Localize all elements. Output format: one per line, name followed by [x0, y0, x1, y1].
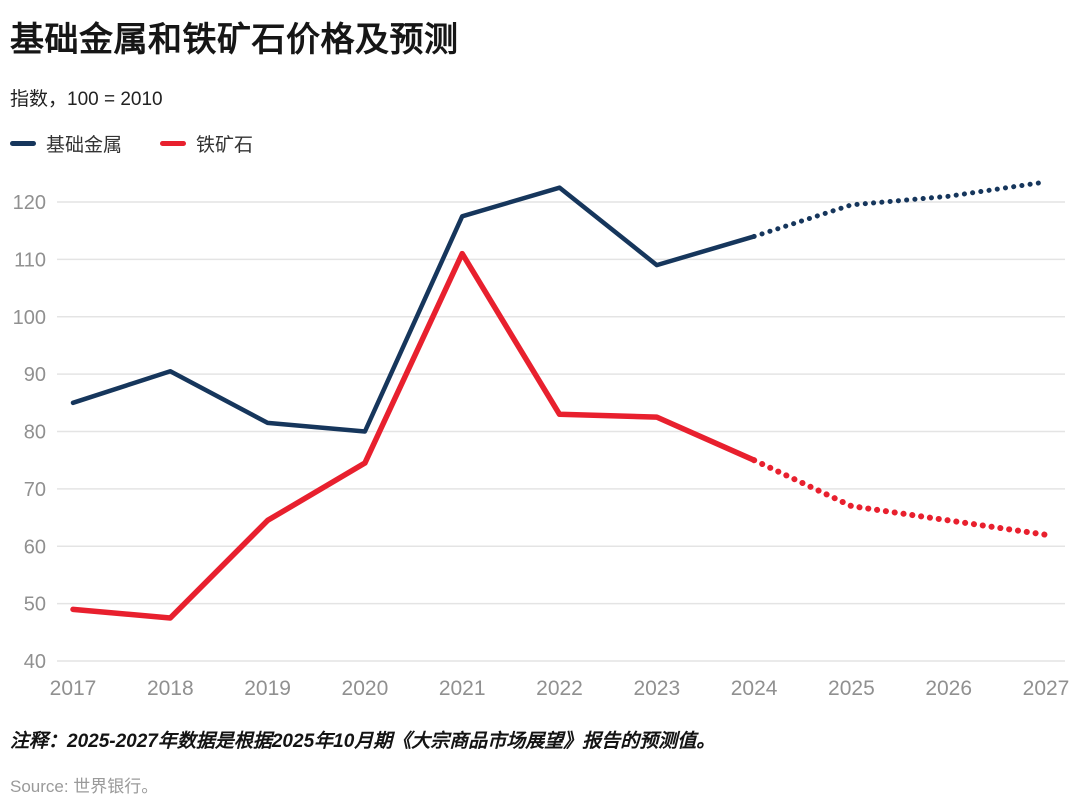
chart-title: 基础金属和铁矿石价格及预测 — [10, 21, 459, 59]
series-line-solid-0 — [70, 185, 757, 434]
y-axis-tick-label: 50 — [24, 594, 46, 616]
y-axis-tick-label: 70 — [24, 479, 46, 501]
x-axis-tick-label-2017: 2017 — [50, 677, 97, 700]
y-axis-tick-label: 60 — [24, 536, 46, 558]
x-axis-tick-label-2020: 2020 — [342, 677, 389, 700]
x-axis-tick-label-2018: 2018 — [147, 677, 194, 700]
x-axis-tick-label-2021: 2021 — [439, 677, 486, 700]
series-line-forecast-1 — [751, 457, 1049, 538]
legend: 基础金属 铁矿石 — [10, 130, 253, 157]
series-line-solid-1 — [70, 250, 757, 621]
x-axis-tick-label-2019: 2019 — [244, 677, 291, 700]
series-line-forecast-0 — [751, 179, 1049, 239]
legend-label-base-metals: 基础金属 — [46, 135, 123, 156]
y-axis-tick-label: 80 — [24, 422, 46, 444]
y-axis-tick-label: 120 — [13, 192, 46, 214]
x-axis-tick-label-2026: 2026 — [925, 677, 972, 700]
x-axis-tick-label-2027: 2027 — [1023, 677, 1070, 700]
line-chart: 40 50 60 70 80 90 100 110 120 2017 2018 2019 2020 202… — [13, 179, 1070, 700]
legend-item-base-metals: 基础金属 — [10, 130, 122, 157]
chart-subtitle: 指数，100 = 2010 — [10, 89, 163, 110]
legend-item-iron-ore: 铁矿石 — [160, 130, 253, 157]
x-axis-tick-label-2025: 2025 — [828, 677, 875, 700]
x-axis-tick-label-2024: 2024 — [731, 677, 778, 700]
y-axis-tick-label: 40 — [24, 651, 46, 673]
y-axis-tick-label: 100 — [13, 307, 46, 329]
chart-source: Source: 世界银行。 — [10, 777, 159, 796]
y-axis-tick-label: 90 — [24, 364, 46, 386]
x-axis-tick-label-2023: 2023 — [633, 677, 680, 700]
base-metals-line-swatch — [10, 141, 36, 146]
y-axis-tick-label: 110 — [14, 249, 46, 271]
iron-ore-line-swatch — [160, 141, 187, 146]
chart-note: 注释：2025-2027年数据是根据2025年10月期《大宗商品市场展望》报告的… — [10, 731, 716, 752]
x-axis-tick-label-2022: 2022 — [536, 677, 583, 700]
legend-label-iron-ore: 铁矿石 — [196, 135, 254, 156]
